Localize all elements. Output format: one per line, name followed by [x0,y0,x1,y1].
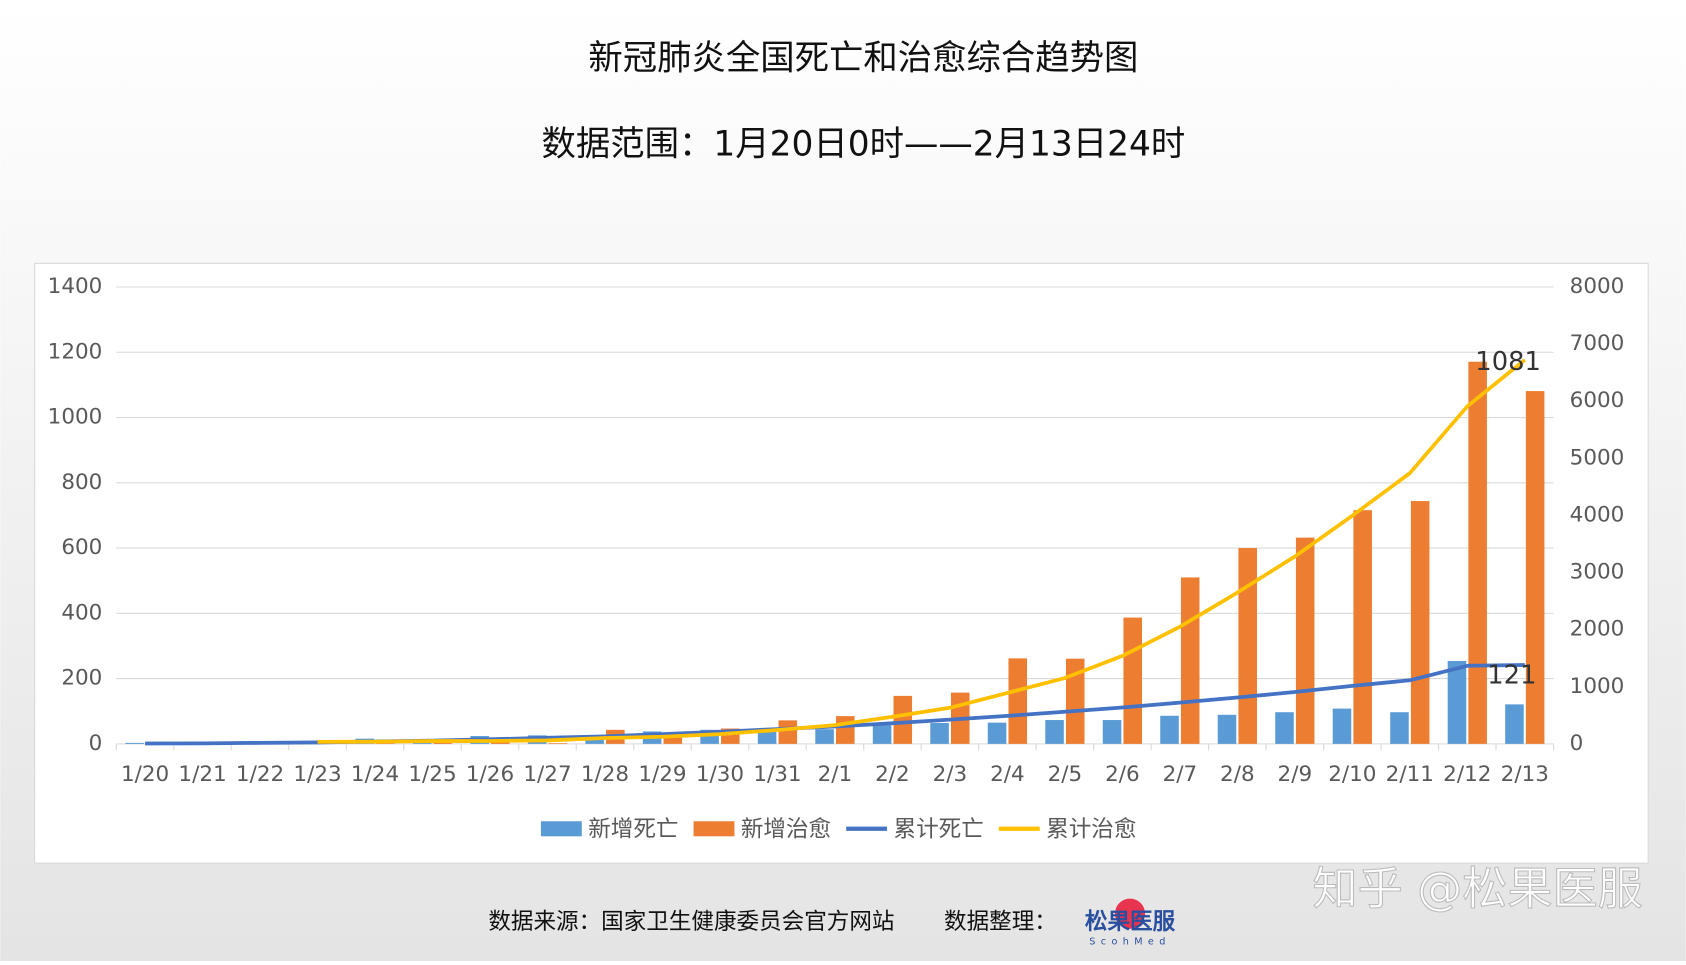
bar [1525,391,1545,744]
legend-label: 新增死亡 [588,816,678,842]
bar [663,737,683,744]
bar [125,742,145,744]
x-tick-label: 1/21 [178,762,226,787]
bar [987,722,1007,744]
bar [836,716,855,744]
y-tick-label: 400 [61,600,102,625]
organizer: 数据整理： [944,909,1057,935]
bar [1295,537,1315,744]
bar [1180,577,1200,744]
x-tick-label: 2/7 [1163,762,1198,787]
bar [1065,658,1085,744]
y-tick-label: 1200 [48,339,103,364]
x-tick-label: 1/28 [581,762,629,787]
y2-tick-label: 8000 [1570,274,1625,299]
x-tick-label: 1/26 [466,762,514,787]
x-tick-label: 2/1 [818,762,853,787]
y-tick-label: 600 [61,535,102,560]
bar [1390,712,1409,744]
y2-tick-label: 7000 [1570,331,1625,356]
bar [815,729,834,744]
legend-swatch [693,821,735,837]
chart-frame [34,262,1649,864]
x-tick-label: 1/22 [236,762,284,787]
legend-swatch [540,821,582,837]
x-tick-label: 1/29 [638,762,686,787]
bar [1238,548,1257,744]
y2-tick-label: 4000 [1570,502,1625,527]
legend-label: 累计治愈 [1046,816,1136,842]
x-tick-label: 2/4 [990,762,1025,787]
x-tick-label: 2/3 [933,762,968,787]
logo-sub: ScohMed [1089,937,1171,948]
y2-tick-label: 0 [1570,731,1584,756]
bar [1123,617,1142,744]
logo: 松果医服 [1085,909,1176,935]
line [317,358,1526,744]
chart-title: 新冠肺炎全国死亡和治愈综合趋势图 [588,39,1138,79]
watermark: 知乎 @松果医服 [1313,862,1643,915]
bar [1410,501,1430,744]
y-tick-label: 0 [89,731,103,756]
y2-tick-label: 3000 [1570,560,1625,585]
bar [778,720,798,744]
bar [1008,658,1028,744]
logo-icon [1114,898,1146,929]
y-tick-label: 800 [61,470,102,495]
source: 数据来源：国家卫生健康委员会官方网站 [488,909,894,935]
bar [1217,714,1237,744]
x-tick-label: 1/20 [121,762,169,787]
x-tick-label: 2/2 [875,762,910,787]
x-tick-label: 2/10 [1328,762,1376,787]
x-tick-label: 1/31 [753,762,801,787]
bar [1045,720,1064,744]
x-tick-label: 2/12 [1443,762,1491,787]
y-tick-label: 200 [61,666,102,691]
x-tick-label: 2/11 [1386,762,1434,787]
bar [1332,708,1352,744]
y2-tick-label: 6000 [1570,388,1625,413]
x-tick-label: 1/23 [293,762,341,787]
bar [548,743,568,744]
bar [1275,712,1294,744]
y2-tick-label: 2000 [1570,617,1625,642]
x-tick-label: 2/8 [1220,762,1255,787]
bar [893,695,913,744]
x-tick-label: 1/30 [696,762,744,787]
x-tick-label: 2/13 [1501,762,1549,787]
x-tick-label: 1/24 [351,762,399,787]
x-tick-label: 2/6 [1105,762,1140,787]
bar [872,725,892,744]
bar [1160,715,1179,744]
bar [1505,704,1524,744]
data-label: 1081 [1475,347,1541,377]
data-label: 121 [1487,661,1536,691]
y-tick-label: 1000 [48,405,103,430]
y2-tick-label: 1000 [1570,674,1625,699]
bar [1102,720,1122,744]
x-tick-label: 2/5 [1048,762,1083,787]
bar [1468,361,1487,744]
x-tick-label: 1/25 [408,762,456,787]
bar [1447,660,1467,744]
chart-subtitle: 数据范围：1月20日0时——2月13日24时 [542,125,1186,165]
legend-label: 累计死亡 [894,816,984,842]
legend-label: 新增治愈 [741,816,831,842]
y-tick-label: 1400 [48,274,103,299]
y2-tick-label: 5000 [1570,445,1625,470]
x-tick-label: 1/27 [523,762,571,787]
bar [930,722,949,744]
x-tick-label: 2/9 [1278,762,1313,787]
bar [1353,510,1372,744]
